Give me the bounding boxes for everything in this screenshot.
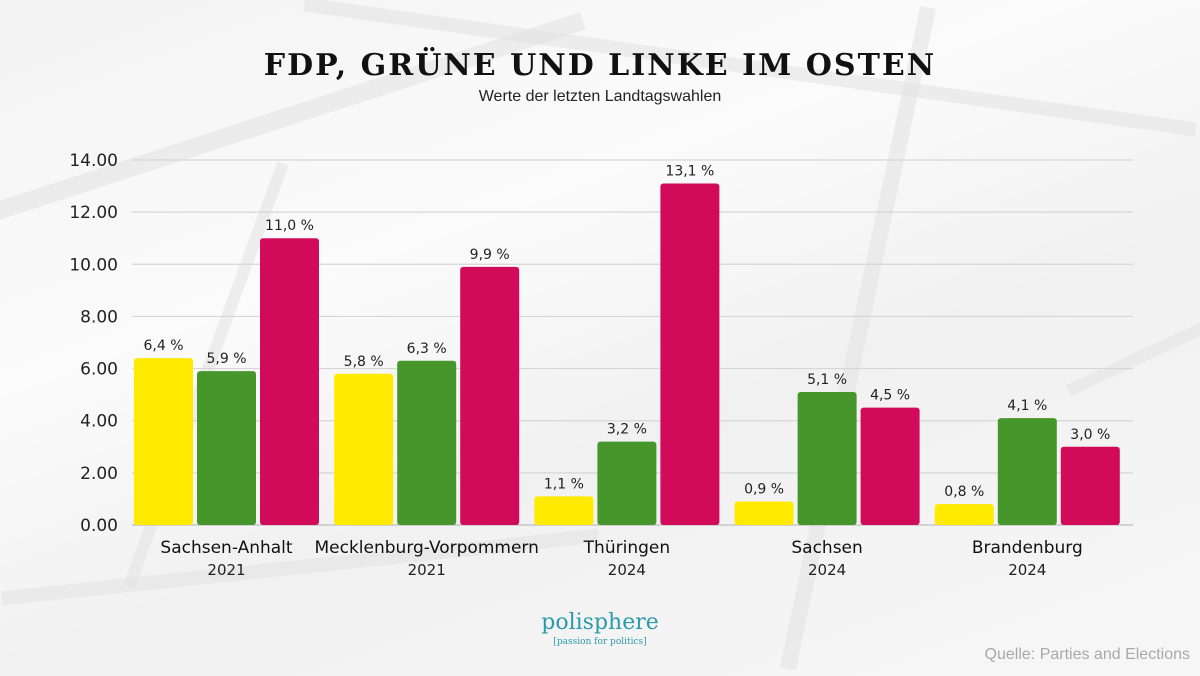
data-label: 3,0 % [1070, 427, 1110, 443]
data-label: 6,4 % [143, 338, 183, 354]
source-note: Quelle: Parties and Elections [984, 646, 1190, 663]
bar-fdp-1 [334, 373, 394, 525]
x-category-label: Sachsen [791, 538, 862, 558]
data-label: 13,1 % [665, 163, 714, 179]
x-category-year: 2021 [207, 561, 245, 579]
bar-linke-0 [260, 238, 319, 525]
x-category-year: 2024 [1008, 561, 1046, 579]
y-tick-label: 10.00 [69, 255, 118, 275]
y-tick-label: 14.00 [69, 151, 118, 171]
y-tick-label: 0.00 [80, 516, 118, 536]
data-label: 9,9 % [470, 247, 510, 263]
chart-subtitle: Werte der letzten Landtagswahlen [478, 88, 722, 105]
data-label: 0,8 % [944, 484, 984, 500]
data-label: 1,1 % [544, 476, 584, 492]
data-label: 4,5 % [870, 388, 910, 404]
polisphere-logo: polisphere [passion for politics] [535, 610, 665, 648]
data-label: 0,9 % [744, 482, 784, 498]
logo-tagline: [passion for politics] [553, 637, 647, 647]
data-label: 5,1 % [807, 372, 847, 388]
bar-grüne-1 [397, 360, 457, 525]
x-category-year: 2024 [808, 561, 846, 579]
x-category-year: 2021 [408, 561, 446, 579]
data-label: 5,9 % [206, 351, 246, 367]
bar-linke-4 [1060, 446, 1120, 525]
x-category-label: Brandenburg [972, 538, 1083, 558]
y-tick-label: 4.00 [80, 412, 118, 432]
chart-title: FDP, GRÜNE UND LINKE IM OSTEN [263, 48, 937, 83]
bar-fdp-2 [534, 496, 594, 525]
logo-name: polisphere [541, 610, 659, 635]
data-label: 5,8 % [344, 354, 384, 370]
bar-linke-3 [860, 407, 920, 525]
bar-linke-2 [660, 183, 720, 525]
y-tick-label: 8.00 [80, 307, 118, 327]
bar-fdp-0 [134, 358, 193, 525]
y-tick-label: 2.00 [80, 464, 118, 484]
bar-fdp-3 [734, 501, 794, 525]
x-category-label: Sachsen-Anhalt [160, 538, 292, 558]
y-tick-label: 12.00 [69, 203, 118, 223]
y-tick-label: 6.00 [80, 360, 118, 380]
data-label: 3,2 % [607, 422, 647, 438]
bar-grüne-0 [197, 371, 256, 525]
data-label: 11,0 % [265, 218, 314, 234]
x-category-year: 2024 [608, 561, 646, 579]
bar-grüne-3 [797, 392, 857, 525]
x-category-label: Thüringen [583, 538, 670, 558]
x-category-label: Mecklenburg-Vorpommern [314, 538, 538, 558]
bar-fdp-4 [934, 504, 994, 525]
bar-grüne-4 [997, 418, 1057, 525]
bar-linke-1 [460, 266, 520, 525]
data-label: 6,3 % [407, 341, 447, 357]
bar-grüne-2 [597, 441, 657, 525]
data-label: 4,1 % [1007, 398, 1047, 414]
